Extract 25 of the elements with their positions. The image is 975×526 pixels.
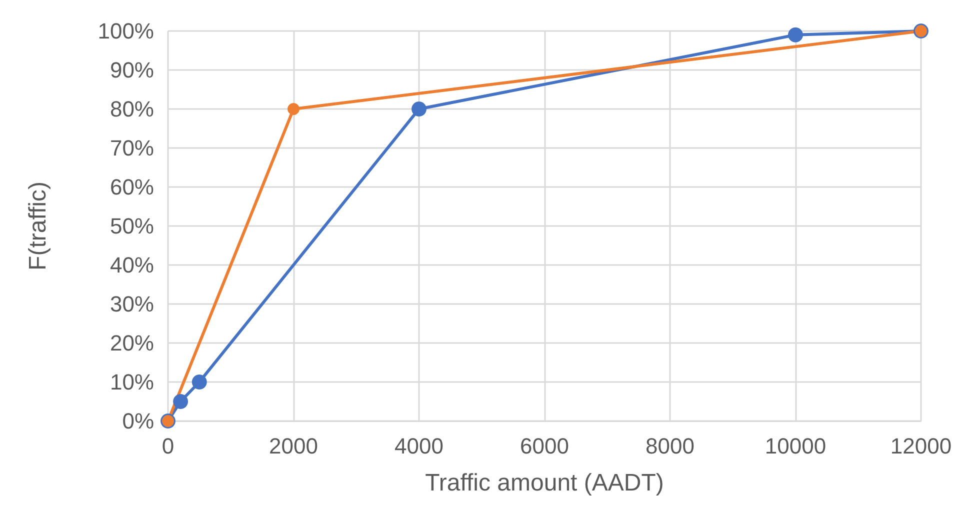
y-tick-label: 10%: [110, 370, 154, 394]
y-tick-label: 50%: [110, 214, 154, 238]
y-tick-label: 60%: [110, 174, 154, 200]
x-tick-label: 12000: [890, 434, 952, 458]
x-tick-label: 0: [162, 434, 174, 458]
y-tick-label: 0%: [122, 408, 154, 434]
y-tick-label: 20%: [110, 330, 154, 356]
x-axis-title: Traffic amount (AADT): [425, 470, 664, 496]
y-tick-label: 40%: [110, 252, 154, 278]
point: [192, 374, 207, 390]
y-tick-label: 80%: [110, 96, 154, 122]
x-tick-label: 2000: [269, 434, 318, 458]
y-tick-label: 30%: [110, 292, 154, 316]
y-axis-title: F(traffic): [24, 182, 52, 270]
x-tick-label: 8000: [646, 434, 694, 458]
y-tick-label: 70%: [110, 136, 154, 160]
point: [173, 394, 188, 409]
point: [788, 27, 803, 42]
y-tick-label: 90%: [110, 58, 154, 82]
x-tick-label: 10000: [764, 434, 826, 458]
y-tick-label: 100%: [98, 18, 154, 44]
x-tick-label: 6000: [520, 434, 569, 458]
point: [288, 103, 300, 115]
point: [412, 102, 426, 116]
x-tick-label: 4000: [394, 434, 444, 458]
